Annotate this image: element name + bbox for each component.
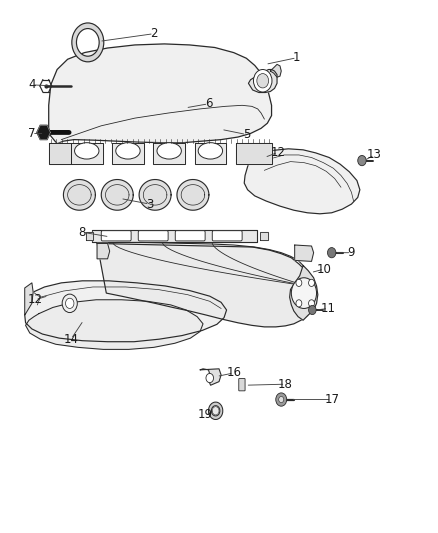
Polygon shape	[49, 143, 71, 164]
Polygon shape	[270, 64, 281, 77]
Polygon shape	[101, 180, 133, 210]
FancyBboxPatch shape	[138, 231, 168, 241]
Polygon shape	[200, 369, 221, 385]
Polygon shape	[25, 300, 203, 350]
Polygon shape	[97, 244, 316, 327]
Text: 4: 4	[28, 78, 35, 91]
Text: 13: 13	[367, 149, 382, 161]
Circle shape	[257, 74, 268, 88]
Text: 12: 12	[28, 293, 43, 306]
Polygon shape	[177, 180, 209, 210]
FancyBboxPatch shape	[239, 378, 245, 391]
Text: 7: 7	[28, 127, 35, 140]
FancyBboxPatch shape	[212, 231, 242, 241]
Circle shape	[206, 374, 214, 383]
FancyBboxPatch shape	[175, 231, 205, 241]
Ellipse shape	[116, 143, 140, 159]
Text: 2: 2	[150, 27, 158, 40]
Text: 18: 18	[278, 378, 293, 391]
Text: 12: 12	[270, 146, 286, 159]
Polygon shape	[290, 265, 318, 320]
Text: 14: 14	[64, 333, 78, 346]
Polygon shape	[153, 143, 185, 164]
Text: 1: 1	[293, 51, 300, 64]
Circle shape	[212, 407, 219, 415]
Polygon shape	[139, 180, 171, 210]
Polygon shape	[260, 232, 268, 240]
Ellipse shape	[74, 143, 99, 159]
Text: 9: 9	[348, 246, 355, 259]
Polygon shape	[71, 143, 102, 164]
Polygon shape	[248, 69, 277, 93]
Polygon shape	[92, 230, 257, 242]
Circle shape	[328, 247, 336, 258]
Circle shape	[276, 393, 287, 406]
Text: 8: 8	[79, 225, 86, 239]
Polygon shape	[64, 180, 95, 210]
Text: 5: 5	[243, 128, 250, 141]
Circle shape	[254, 69, 272, 92]
Text: 3: 3	[146, 198, 153, 211]
Polygon shape	[244, 149, 360, 214]
Circle shape	[291, 278, 317, 309]
Circle shape	[279, 397, 284, 402]
Text: 10: 10	[317, 263, 332, 276]
Circle shape	[358, 156, 366, 166]
Circle shape	[66, 298, 74, 309]
FancyBboxPatch shape	[101, 231, 131, 241]
Text: 16: 16	[226, 366, 241, 379]
Text: 11: 11	[321, 302, 336, 315]
Text: 19: 19	[198, 408, 213, 422]
Circle shape	[308, 305, 316, 314]
Polygon shape	[25, 283, 33, 315]
Circle shape	[308, 300, 314, 307]
Polygon shape	[86, 232, 93, 240]
Circle shape	[62, 294, 77, 312]
Polygon shape	[97, 244, 110, 259]
Polygon shape	[37, 125, 50, 140]
Text: 6: 6	[205, 98, 212, 110]
Polygon shape	[25, 281, 226, 342]
Polygon shape	[295, 245, 314, 261]
Ellipse shape	[157, 143, 181, 159]
Text: 17: 17	[324, 393, 339, 406]
Circle shape	[296, 279, 302, 286]
Ellipse shape	[198, 143, 223, 159]
Circle shape	[308, 279, 314, 286]
Polygon shape	[194, 143, 226, 164]
Circle shape	[296, 300, 302, 307]
Polygon shape	[236, 143, 272, 164]
Polygon shape	[112, 143, 144, 164]
Polygon shape	[49, 44, 272, 144]
